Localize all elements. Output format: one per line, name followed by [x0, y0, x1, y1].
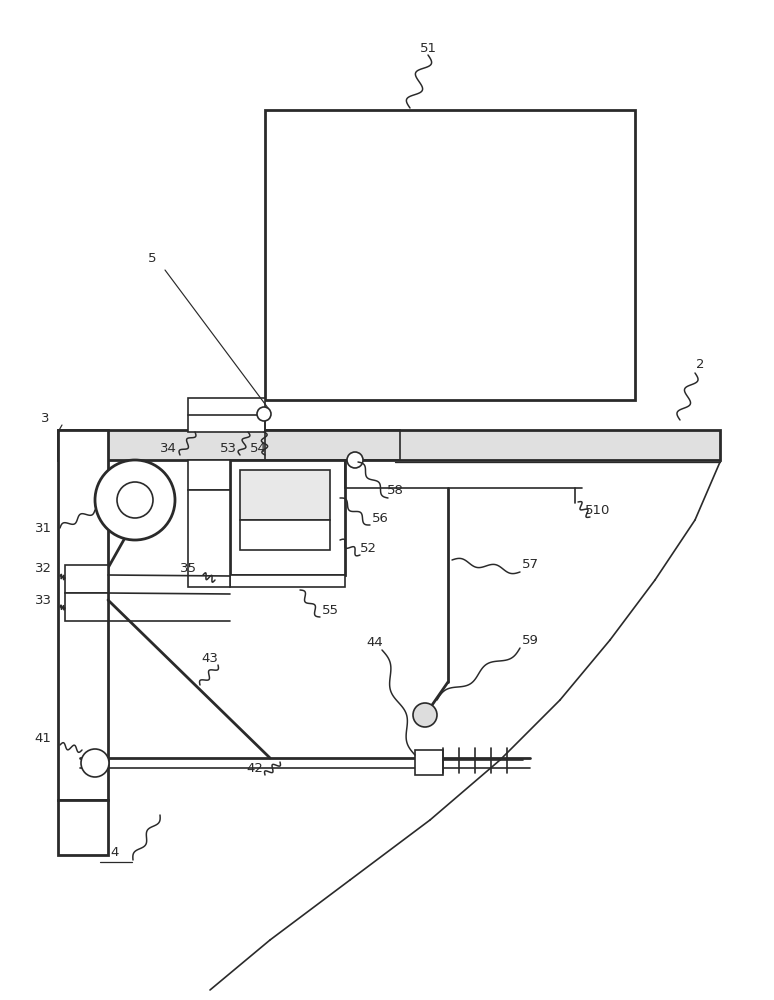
Circle shape	[117, 482, 153, 518]
Text: 34: 34	[159, 442, 176, 454]
Text: 2: 2	[696, 359, 704, 371]
Bar	[188, 490, 230, 587]
Bar	[240, 520, 330, 550]
Text: 510: 510	[585, 504, 611, 516]
Text: 59: 59	[522, 634, 539, 647]
Text: 53: 53	[220, 442, 237, 454]
Text: 54: 54	[249, 442, 266, 454]
Text: 5: 5	[148, 251, 156, 264]
Text: 42: 42	[247, 762, 263, 774]
Circle shape	[257, 407, 271, 421]
Bar	[415, 750, 443, 775]
Circle shape	[347, 452, 363, 468]
Text: 33: 33	[35, 593, 52, 606]
Text: 3: 3	[41, 412, 50, 424]
Bar	[65, 593, 108, 621]
Text: 57: 57	[522, 558, 539, 572]
Bar	[265, 110, 635, 400]
Bar	[240, 470, 330, 520]
Circle shape	[413, 703, 437, 727]
Text: 55: 55	[321, 603, 338, 616]
Bar	[188, 398, 265, 432]
Bar	[188, 460, 230, 490]
Text: 56: 56	[372, 512, 389, 524]
Text: 41: 41	[35, 732, 51, 744]
Bar	[58, 800, 108, 855]
Text: 52: 52	[359, 542, 376, 554]
Text: 58: 58	[386, 484, 403, 496]
Bar	[230, 460, 345, 575]
Text: 35: 35	[180, 562, 197, 574]
Text: 4: 4	[111, 846, 119, 858]
Bar	[58, 430, 720, 460]
Text: 44: 44	[367, 637, 383, 650]
Text: 32: 32	[35, 562, 52, 574]
Text: 31: 31	[35, 522, 52, 534]
Bar	[58, 430, 108, 800]
Circle shape	[81, 749, 109, 777]
Circle shape	[95, 460, 175, 540]
Bar	[230, 575, 345, 587]
Bar	[65, 565, 108, 593]
Text: 51: 51	[420, 41, 437, 54]
Text: 43: 43	[201, 652, 218, 664]
